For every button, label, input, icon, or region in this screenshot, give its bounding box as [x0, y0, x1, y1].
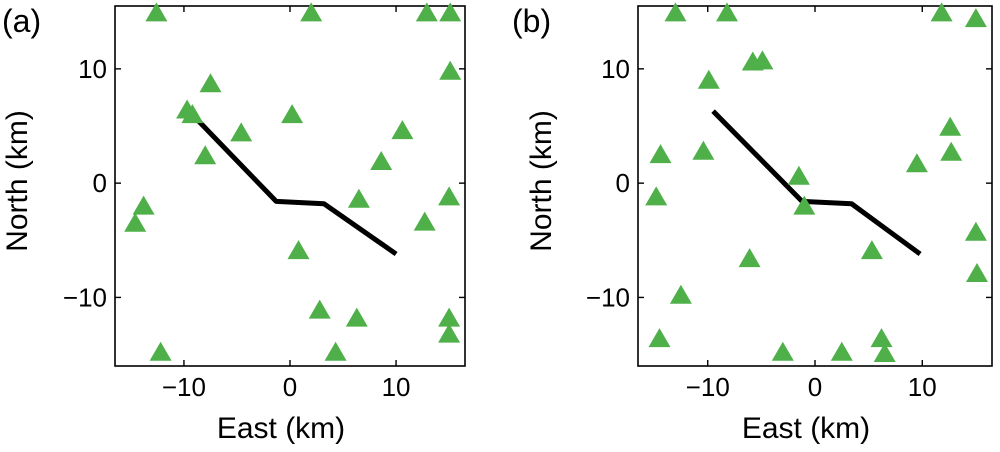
station-marker-a-22: [438, 323, 461, 343]
station-marker-a-16: [132, 195, 155, 215]
station-marker-a-12: [370, 151, 393, 170]
fault-trace-b: [711, 109, 922, 257]
station-marker-b-23: [830, 341, 853, 361]
station-marker-a-21: [438, 307, 461, 327]
station-marker-b-0: [664, 2, 687, 22]
station-marker-b-1: [716, 2, 738, 22]
station-marker-a-7: [181, 104, 204, 124]
station-marker-b-19: [669, 284, 692, 304]
x-axis-label-b: East (km): [742, 412, 870, 445]
plot-area-a: −10 0 10 −10 0 10: [63, 2, 466, 402]
station-marker-a-5: [439, 60, 462, 80]
station-marker-b-2: [930, 2, 953, 22]
y-tick-label-a-2: 10: [78, 54, 107, 84]
station-marker-a-8: [281, 104, 304, 124]
station-marker-b-21: [870, 328, 893, 348]
station-marker-b-3: [964, 8, 987, 28]
y-tick-label-b-0: −10: [586, 282, 630, 312]
station-marker-a-10: [391, 120, 414, 140]
station-marker-b-16: [860, 240, 883, 260]
panel-label-a: (a): [2, 3, 41, 39]
station-marker-b-12: [787, 165, 810, 185]
y-tick-label-a-1: 0: [93, 168, 107, 198]
station-marker-a-18: [287, 240, 310, 260]
station-marker-b-11: [905, 153, 928, 173]
station-marker-a-17: [413, 211, 436, 231]
station-marker-a-24: [324, 341, 347, 361]
station-marker-b-18: [966, 263, 988, 282]
station-marker-a-14: [438, 186, 461, 206]
station-marker-b-17: [738, 248, 761, 268]
plot-frame-b: [637, 5, 993, 367]
y-tick-label-a-0: −10: [63, 282, 107, 312]
panel-label-b: (b): [512, 3, 551, 39]
station-marker-b-15: [964, 221, 987, 241]
x-tick-label-a-1: 0: [283, 372, 297, 402]
station-marker-a-20: [345, 307, 368, 327]
y-tick-label-b-1: 0: [616, 168, 630, 198]
panel-b: (b) −10 0 10 −10 0 10 East (km) North (km): [512, 2, 993, 445]
plot-area-b: −10 0 10 −10 0 10: [586, 2, 993, 402]
station-marker-b-13: [645, 186, 668, 206]
station-marker-a-4: [199, 73, 222, 93]
station-marker-a-1: [300, 2, 323, 22]
station-marker-b-9: [649, 144, 672, 164]
station-marker-a-13: [347, 188, 370, 208]
station-marker-b-8: [692, 140, 715, 160]
station-marker-b-14: [793, 195, 816, 215]
x-tick-label-a-0: −10: [162, 372, 206, 402]
y-axis-label-a: North (km): [1, 110, 34, 252]
fault-trace-a: [194, 117, 398, 257]
station-marker-b-6: [697, 69, 720, 89]
station-marker-b-10: [940, 141, 963, 161]
station-marker-a-0: [145, 2, 168, 22]
panel-a: (a) −10 0 10 −10 0 10 East (km) North (km): [1, 2, 466, 445]
station-marker-b-7: [939, 116, 962, 136]
y-tick-label-b-2: 10: [601, 54, 630, 84]
station-marker-a-19: [308, 299, 331, 319]
x-tick-label-a-2: 10: [382, 372, 411, 402]
station-marker-a-23: [149, 341, 172, 361]
station-marker-b-20: [648, 328, 671, 348]
x-axis-label-a: East (km): [217, 412, 345, 445]
x-tick-label-b-2: 10: [908, 372, 937, 402]
station-marker-b-5: [751, 50, 774, 70]
plot-frame-a: [114, 5, 466, 367]
station-marker-a-3: [439, 2, 462, 22]
station-marker-a-11: [194, 145, 217, 165]
x-tick-label-b-1: 0: [808, 372, 822, 402]
station-marker-b-22: [771, 341, 794, 361]
station-marker-a-2: [415, 2, 438, 22]
station-marker-a-9: [230, 122, 253, 142]
station-marker-b-24: [873, 343, 896, 362]
y-axis-label-b: North (km): [525, 110, 558, 252]
x-tick-label-b-0: −10: [686, 372, 730, 402]
station-marker-a-15: [124, 212, 147, 232]
